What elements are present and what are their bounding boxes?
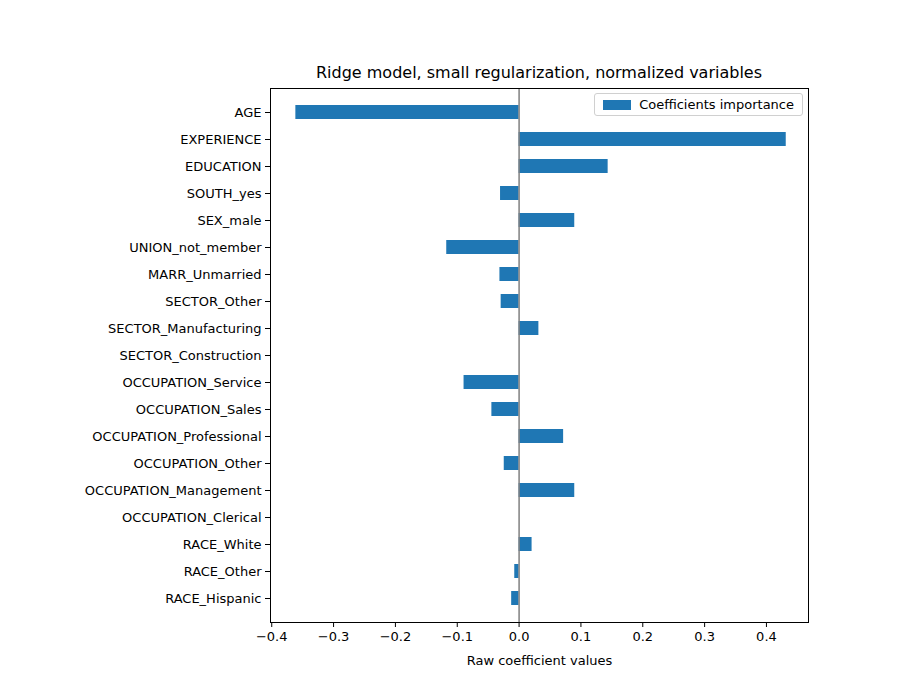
svg-text:−0.4: −0.4 [256,629,288,644]
svg-text:0.0: 0.0 [509,629,530,644]
svg-text:EDUCATION: EDUCATION [185,159,261,174]
svg-text:RACE_Hispanic: RACE_Hispanic [165,591,261,606]
svg-text:SECTOR_Other: SECTOR_Other [165,294,262,309]
svg-text:0.3: 0.3 [694,629,715,644]
html-text:Coefficients importance: Coefficients importance [639,97,794,112]
svg-text:OCCUPATION_Other: OCCUPATION_Other [134,456,263,471]
svg-text:0.2: 0.2 [632,629,653,644]
svg-text:RACE_White: RACE_White [183,537,262,552]
svg-text:MARR_Unmarried: MARR_Unmarried [148,267,261,282]
svg-text:−0.2: −0.2 [380,629,412,644]
svg-text:Raw coefficient values: Raw coefficient values [467,653,613,668]
svg-text:SECTOR_Manufacturing: SECTOR_Manufacturing [108,321,261,336]
svg-text:−0.3: −0.3 [318,629,350,644]
svg-text:SECTOR_Construction: SECTOR_Construction [119,348,261,363]
svg-text:SEX_male: SEX_male [197,213,261,228]
svg-text:−0.1: −0.1 [441,629,473,644]
svg-text:OCCUPATION_Sales: OCCUPATION_Sales [136,402,262,417]
svg-text:0.1: 0.1 [571,629,592,644]
svg-text:OCCUPATION_Clerical: OCCUPATION_Clerical [122,510,261,525]
svg-text:AGE: AGE [235,105,262,120]
svg-text:UNION_not_member: UNION_not_member [129,240,262,255]
svg-text:OCCUPATION_Service: OCCUPATION_Service [122,375,261,390]
svg-text:RACE_Other: RACE_Other [184,564,263,579]
svg-text:SOUTH_yes: SOUTH_yes [187,186,262,201]
svg-text:EXPERIENCE: EXPERIENCE [180,132,261,147]
svg-text:OCCUPATION_Professional: OCCUPATION_Professional [92,429,261,444]
svg-text:OCCUPATION_Management: OCCUPATION_Management [85,483,262,498]
svg-text:0.4: 0.4 [756,629,777,644]
html-text:Ridge model, small regularizat: Ridge model, small regularization, norma… [316,63,762,82]
